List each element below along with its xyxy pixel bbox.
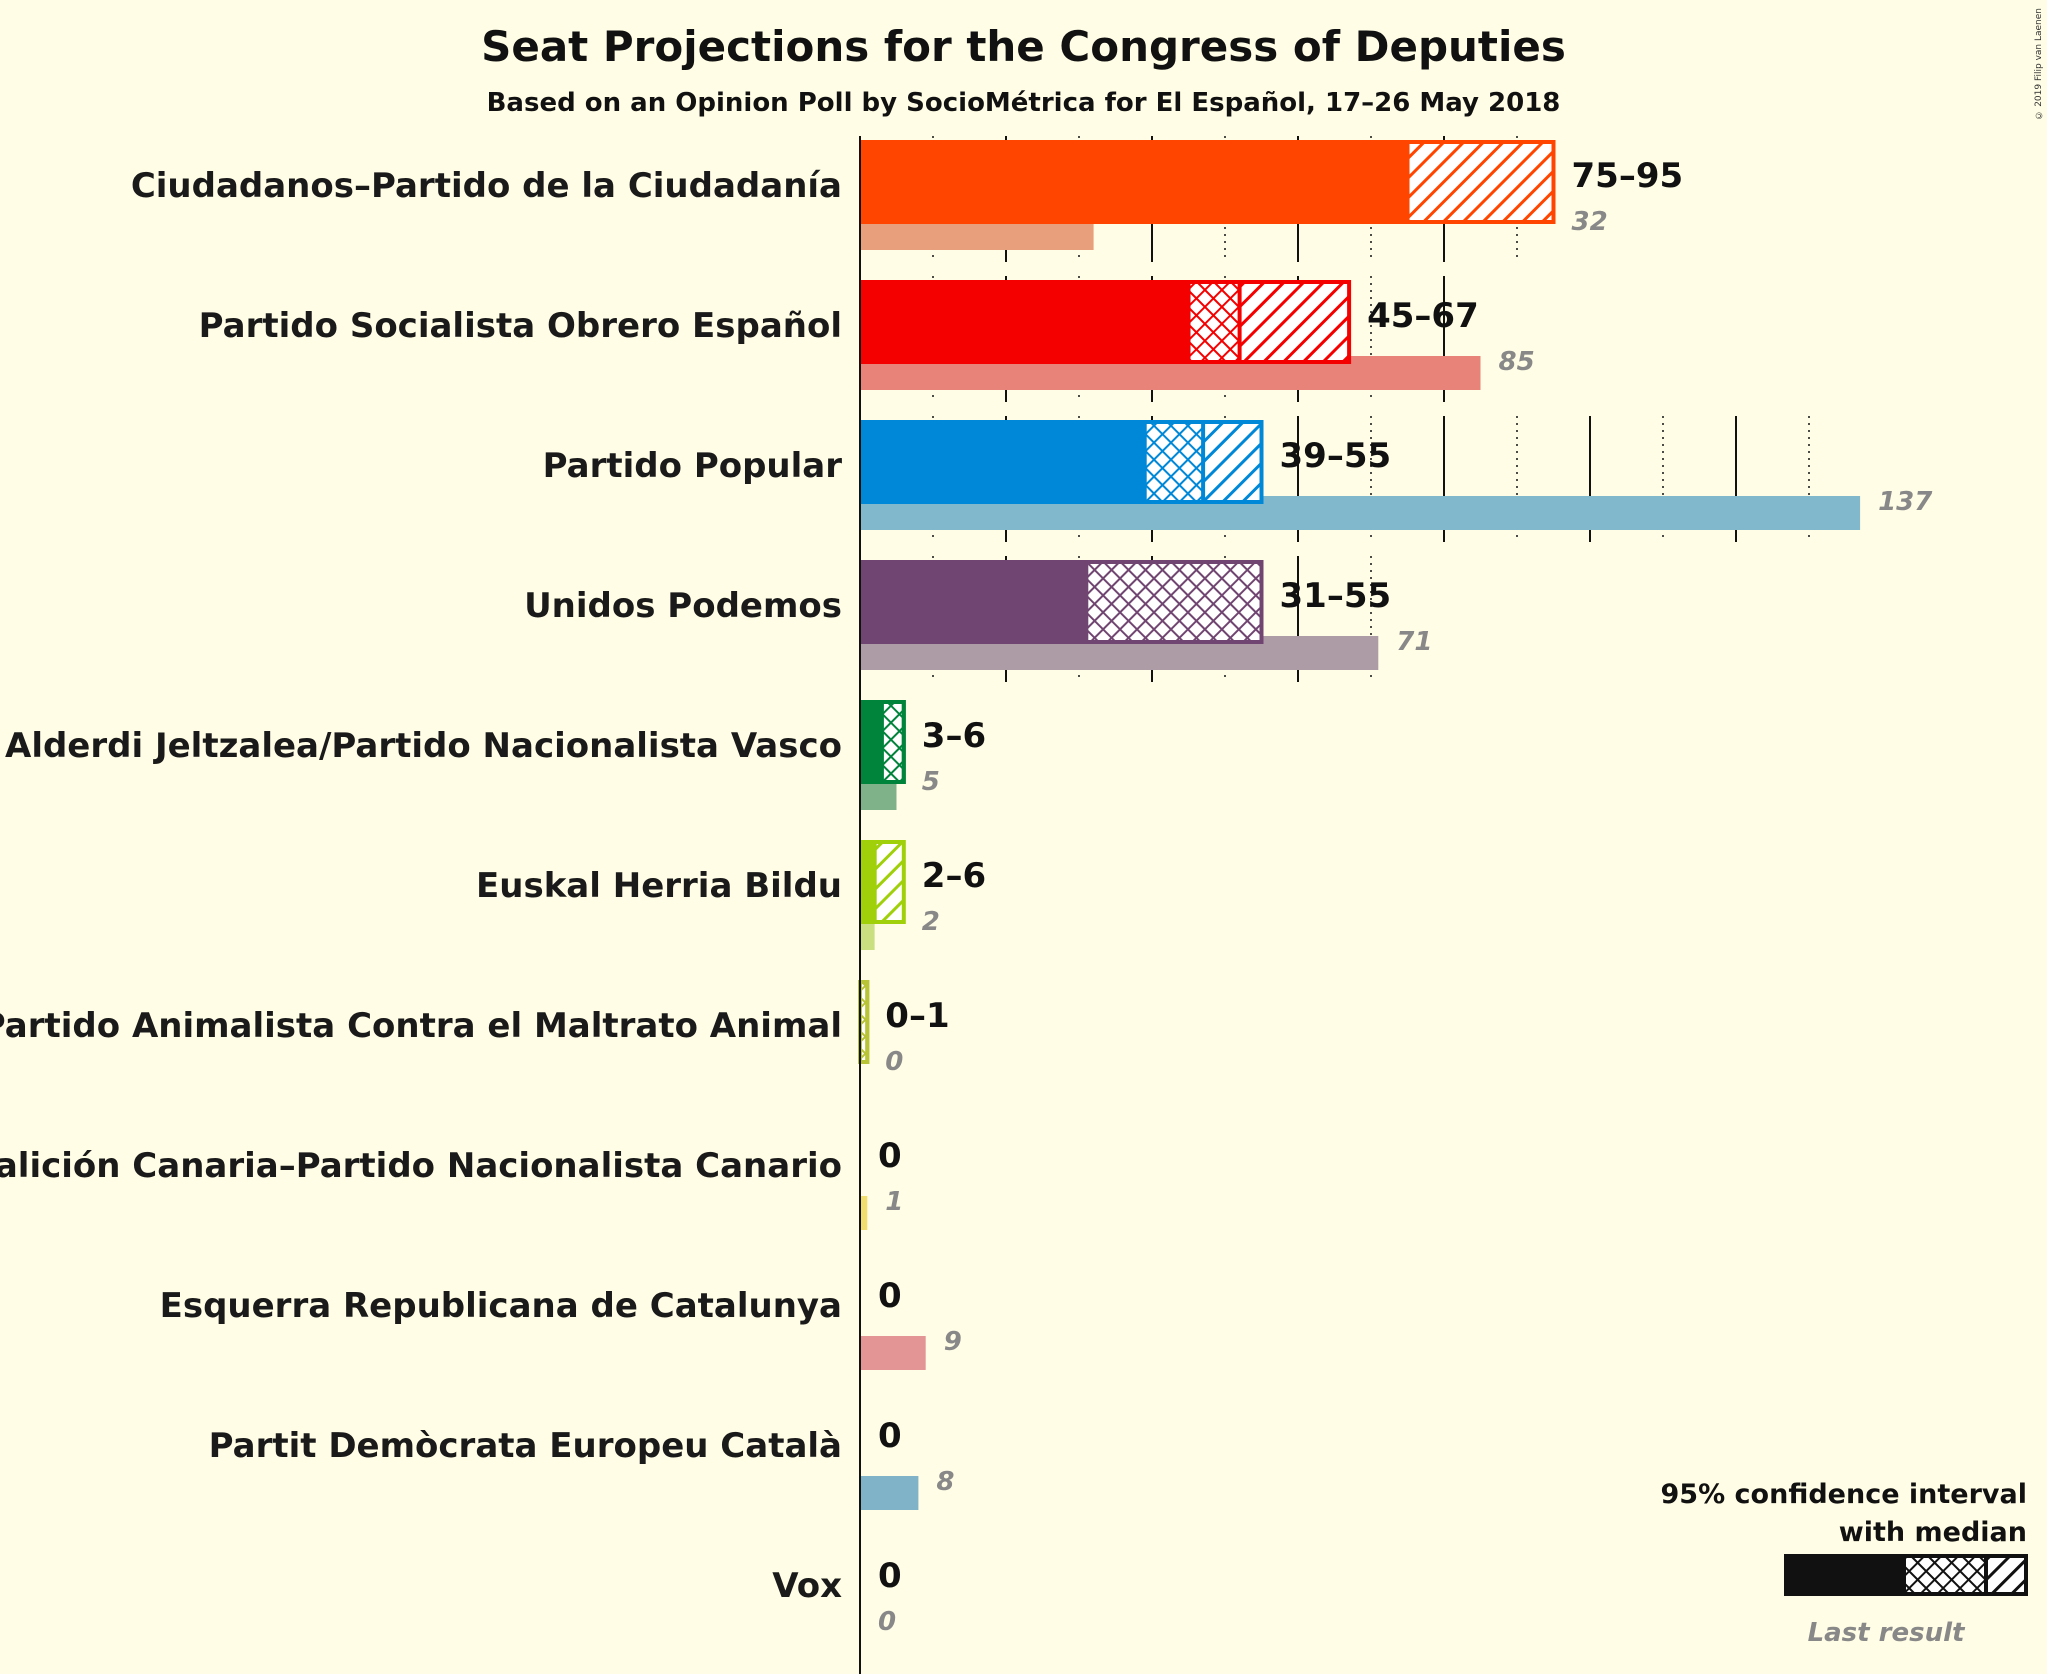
last-result-label: 5 <box>922 767 940 797</box>
last-result-label: 2 <box>922 907 940 937</box>
legend-last-result-label: Last result <box>1807 1618 1965 1648</box>
last-result-label: 8 <box>936 1467 954 1497</box>
legend-ci-line1: 95% confidence interval <box>1660 1479 2027 1510</box>
range-label: 0–1 <box>885 996 949 1036</box>
ci-upper-hatch-bar <box>1203 420 1262 504</box>
party-row: Coalición Canaria–Partido Nacionalista C… <box>0 1136 903 1230</box>
legend-cross-swatch <box>1904 1554 1986 1596</box>
party-label: Euzko Alderdi Jeltzalea/Partido Nacional… <box>0 726 842 766</box>
range-label: 75–95 <box>1572 156 1684 196</box>
last-result-label: 137 <box>1878 487 1933 517</box>
party-row: Partit Demòcrata Europeu Català 0 8 <box>209 1416 954 1510</box>
last-result-label: 85 <box>1499 347 1535 377</box>
range-label: 2–6 <box>922 856 986 896</box>
range-label: 0 <box>878 1136 902 1176</box>
legend-diag-swatch <box>1986 1554 2026 1596</box>
party-row: Ciudadanos–Partido de la Ciudadanía 75–95… <box>131 140 1683 250</box>
last-result-bar <box>860 1336 926 1370</box>
party-label: Esquerra Republicana de Catalunya <box>160 1286 842 1326</box>
ci-upper-hatch-bar <box>874 840 904 924</box>
range-label: 3–6 <box>922 716 986 756</box>
party-row: Euskal Herria Bildu 2–6 2 <box>476 840 986 950</box>
ci-lower-hatch-bar <box>860 980 868 1064</box>
legend-range-outline <box>1902 1554 2028 1596</box>
ci-lower-hatch-bar <box>1086 560 1262 644</box>
legend-solid-swatch <box>1784 1554 1904 1596</box>
ci-solid-bar <box>860 140 1408 224</box>
range-label: 0 <box>878 1556 902 1596</box>
party-label: Euskal Herria Bildu <box>476 866 842 906</box>
range-label: 39–55 <box>1280 436 1392 476</box>
party-label: Partit Demòcrata Europeu Català <box>209 1426 842 1466</box>
party-row: Partido Animalista Contra el Maltrato An… <box>0 980 950 1077</box>
party-row: Partido Socialista Obrero Español 45–67 85 <box>199 280 1535 390</box>
ci-lower-hatch-bar <box>881 700 904 784</box>
ci-upper-hatch-bar <box>1239 280 1350 364</box>
party-label: Vox <box>772 1566 842 1606</box>
last-result-label: 0 <box>878 1607 896 1637</box>
ci-solid-bar <box>860 700 882 784</box>
range-label: 0 <box>878 1416 902 1456</box>
last-result-label: 32 <box>1572 207 1608 237</box>
last-result-bar <box>860 1476 919 1510</box>
chart-subtitle: Based on an Opinion Poll by SocioMétrica… <box>486 88 1561 118</box>
ci-solid-bar <box>860 560 1087 644</box>
last-result-bar <box>860 1196 868 1230</box>
chart-title: Seat Projections for the Congress of Dep… <box>481 22 1566 71</box>
last-result-label: 0 <box>885 1047 903 1077</box>
party-row: Partido Popular 39–55 137 <box>543 420 1933 530</box>
party-row: Euzko Alderdi Jeltzalea/Partido Nacional… <box>0 700 986 810</box>
last-result-label: 9 <box>944 1327 962 1357</box>
legend-ci-line2: with median <box>1838 1517 2027 1548</box>
ci-upper-hatch-bar <box>1407 140 1554 224</box>
range-label: 0 <box>878 1276 902 1316</box>
party-label: Partido Animalista Contra el Maltrato An… <box>0 1006 842 1046</box>
ci-lower-hatch-bar <box>1188 280 1240 364</box>
last-result-label: 1 <box>885 1187 903 1217</box>
range-label: 31–55 <box>1280 576 1392 616</box>
party-row: Esquerra Republicana de Catalunya 0 9 <box>160 1276 962 1370</box>
party-label: Partido Socialista Obrero Español <box>199 306 842 346</box>
party-label: Unidos Podemos <box>524 586 842 626</box>
ci-solid-bar <box>860 420 1145 504</box>
ci-solid-bar <box>860 840 875 924</box>
legend-confidence-interval: 95% confidence interval with median <box>1661 1476 2027 1552</box>
ci-lower-hatch-bar <box>1144 420 1204 504</box>
party-row: Vox 0 0 <box>772 1556 901 1637</box>
last-result-bar <box>860 916 875 950</box>
party-label: Ciudadanos–Partido de la Ciudadanía <box>131 166 842 206</box>
range-label: 45–67 <box>1367 296 1479 336</box>
ci-range-outline <box>1186 280 1352 364</box>
ci-solid-bar <box>860 280 1189 364</box>
last-result-label: 71 <box>1396 627 1432 657</box>
party-label: Coalición Canaria–Partido Nacionalista C… <box>0 1146 842 1186</box>
party-label: Partido Popular <box>543 446 843 486</box>
